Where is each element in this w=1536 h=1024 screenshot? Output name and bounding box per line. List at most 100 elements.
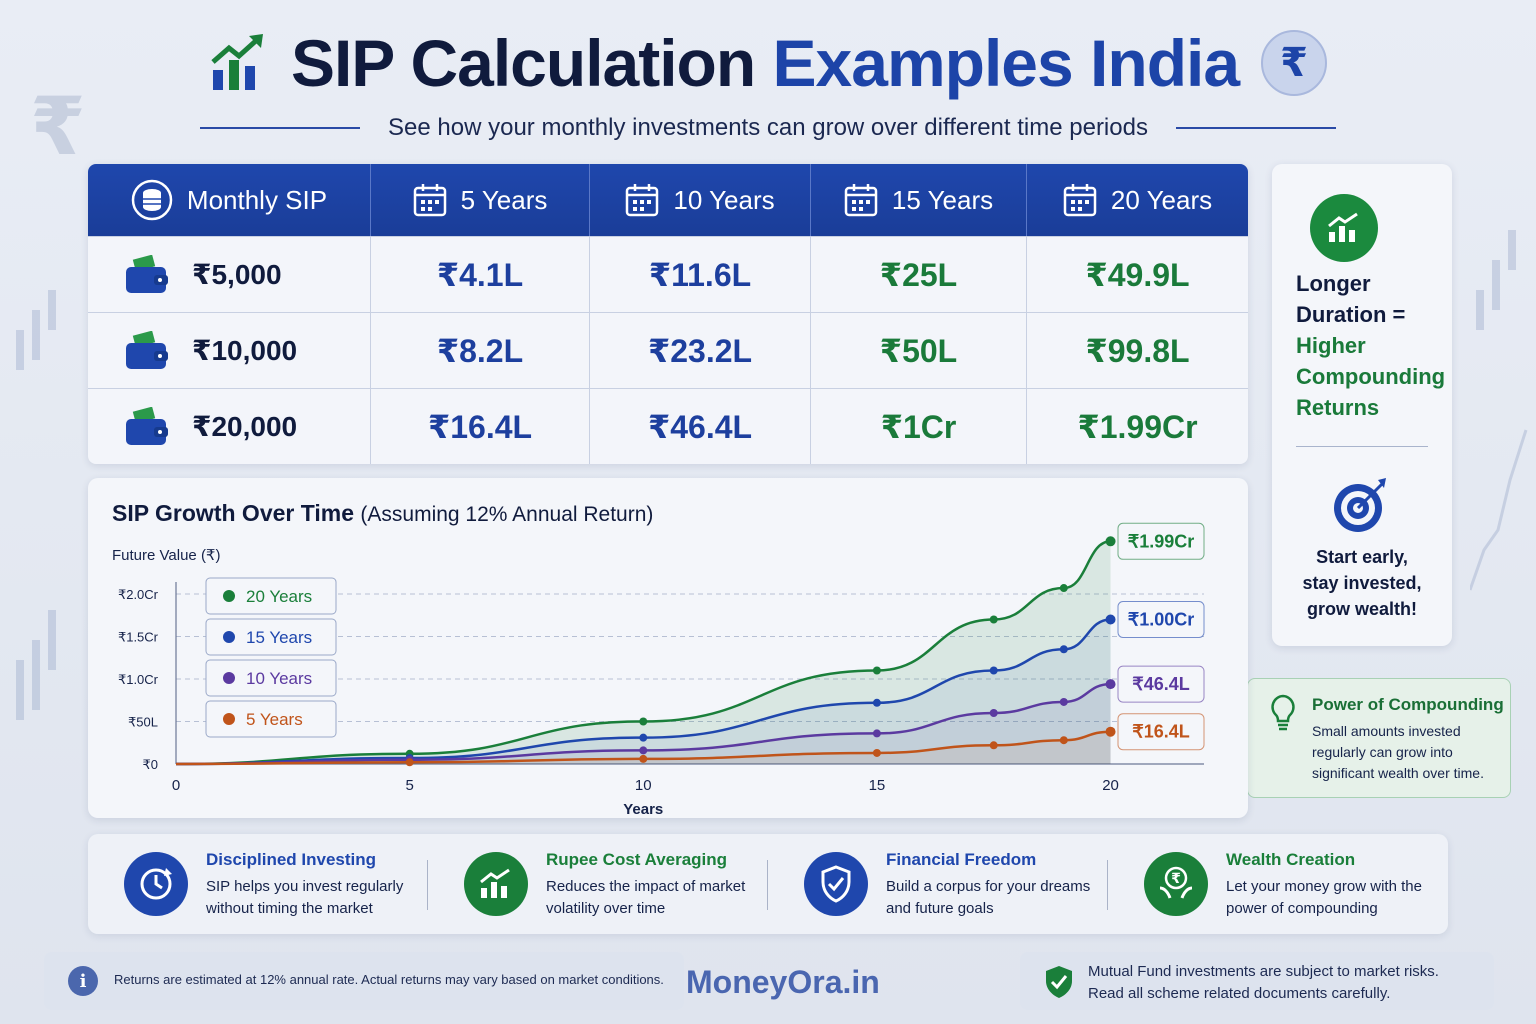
header: SIP Calculation Examples India ₹ <box>0 18 1536 108</box>
chart-canvas: ₹0 ₹50L ₹1.0Cr ₹1.5Cr ₹2.0Cr 0 5 10 15 20 Years ₹1.… <box>118 522 1205 818</box>
subtitle-divider-left <box>200 127 361 129</box>
data-point <box>1105 726 1116 737</box>
value-cell: ₹8.2L <box>371 313 590 388</box>
legend-box <box>205 659 337 697</box>
rupee-hands-icon: ₹ <box>1144 852 1208 916</box>
wallet-icon <box>126 406 168 445</box>
page-title: SIP Calculation Examples India <box>291 25 1241 101</box>
series-line <box>175 618 1111 766</box>
feature-title: Wealth Creation <box>1226 850 1356 869</box>
sip-table: Monthly SIP 5 Years 10 Years 15 Years 20… <box>88 164 1248 464</box>
feature-description: Build a corpus for your dreams and futur… <box>886 878 1091 917</box>
risk-box: Mutual Fund investments are subject to m… <box>1020 952 1494 1010</box>
table-row: ₹5,000 ₹4.1L ₹11.6L ₹25L ₹49.9L <box>88 236 1248 312</box>
series-area <box>176 619 1111 764</box>
data-point <box>989 666 998 675</box>
calendar-icon <box>1063 184 1097 217</box>
value-cell: ₹46.4L <box>590 389 811 464</box>
value-cell: ₹25L <box>811 237 1027 312</box>
end-label: ₹46.4L <box>1132 674 1189 694</box>
column-header-10-years: 10 Years <box>590 164 811 236</box>
divider <box>767 860 768 910</box>
data-point <box>1105 679 1116 690</box>
disclaimer-box: i Returns are estimated at 12% annual ra… <box>44 952 684 1010</box>
data-point <box>1059 697 1068 706</box>
clock-icon <box>124 852 188 916</box>
risk-text: Mutual Fund investments are subject to m… <box>1088 963 1439 1002</box>
coins-icon <box>131 179 173 221</box>
series-area <box>176 541 1111 764</box>
brand-logo[interactable]: MoneyOra.in <box>686 964 880 1000</box>
column-header-20-years: 20 Years <box>1027 164 1248 236</box>
shield-check-icon <box>1046 966 1072 998</box>
legend-box <box>205 577 337 615</box>
data-point <box>405 758 414 767</box>
legend-marker <box>223 713 235 725</box>
data-point <box>989 741 998 750</box>
data-point <box>639 746 648 755</box>
legend-marker <box>223 672 235 684</box>
shield-check-icon <box>804 852 868 916</box>
y-tick-label: ₹2.0Cr <box>118 587 159 602</box>
data-point <box>1059 645 1068 654</box>
sip-amount-cell: ₹5,000 <box>88 237 371 312</box>
table-row: ₹20,000 ₹16.4L ₹46.4L ₹1Cr ₹1.99Cr <box>88 388 1248 464</box>
x-tick-label: 20 <box>1102 777 1119 794</box>
legend-entry: 20 Years <box>246 587 312 606</box>
legend-box <box>205 700 337 738</box>
legend-marker <box>223 590 235 602</box>
compounding-body: Small amounts invested regularly can gro… <box>1312 723 1484 781</box>
subtitle-divider-right <box>1175 127 1336 129</box>
insight-text: Longer Duration = Higher Compounding Ret… <box>1296 271 1446 420</box>
title-accent: Examples India <box>772 26 1241 100</box>
legend-entry: 10 Years <box>246 669 312 688</box>
end-label: ₹1.00Cr <box>1128 610 1195 630</box>
calendar-icon <box>413 184 446 217</box>
feature-description: Let your money grow with the power of co… <box>1226 878 1422 917</box>
data-point <box>639 717 648 726</box>
sip-amount-cell: ₹20,000 <box>88 389 371 464</box>
x-tick-label: 10 <box>635 777 652 794</box>
data-point <box>989 615 998 624</box>
chart-title: SIP Growth Over Time (Assuming 12% Annua… <box>112 500 654 526</box>
column-header-monthly-sip: Monthly SIP <box>88 164 371 236</box>
background-candlestick-icon <box>16 290 56 720</box>
column-header-15-years: 15 Years <box>811 164 1027 236</box>
growth-chart-icon <box>464 852 528 916</box>
feature-description: Reduces the impact of market volatility … <box>546 878 746 917</box>
table-header: Monthly SIP 5 Years 10 Years 15 Years 20… <box>88 164 1248 236</box>
x-tick-label: 5 <box>405 777 413 794</box>
value-cell: ₹50L <box>811 313 1027 388</box>
divider <box>1107 860 1108 910</box>
target-icon <box>1334 478 1386 532</box>
feature-rupee-cost-averaging: Rupee Cost Averaging Reduces the impact … <box>428 834 768 934</box>
data-point <box>1059 736 1068 745</box>
x-axis-label: Years <box>623 801 663 818</box>
background-rupee-icon: ₹ <box>30 82 86 171</box>
series-area <box>176 684 1111 764</box>
end-label-box <box>1117 665 1205 703</box>
y-tick-label: ₹50L <box>128 715 158 730</box>
y-axis-label: Future Value (₹) <box>112 547 221 564</box>
value-cell: ₹16.4L <box>371 389 590 464</box>
divider <box>1296 446 1428 447</box>
features-strip: Disciplined Investing SIP helps you inve… <box>88 834 1448 934</box>
value-cell: ₹23.2L <box>590 313 811 388</box>
data-point <box>1105 536 1116 547</box>
end-label-box <box>1117 601 1205 638</box>
calendar-icon <box>844 184 878 217</box>
value-cell: ₹1Cr <box>811 389 1027 464</box>
data-point <box>989 709 998 717</box>
end-label: ₹16.4L <box>1132 722 1189 742</box>
compounding-card: Power of Compounding Small amounts inves… <box>1247 678 1511 798</box>
table-row: ₹10,000 ₹8.2L ₹23.2L ₹50L ₹99.8L <box>88 312 1248 388</box>
growth-chart: SIP Growth Over Time (Assuming 12% Annua… <box>88 478 1248 818</box>
column-header-5-years: 5 Years <box>371 164 590 236</box>
data-point <box>639 754 648 763</box>
legend-entry: 5 Years <box>246 710 303 729</box>
divider <box>427 860 428 910</box>
feature-financial-freedom: Financial Freedom Build a corpus for you… <box>768 834 1108 934</box>
wallet-icon <box>126 254 168 293</box>
disclaimer-text: Returns are estimated at 12% annual rate… <box>114 972 664 987</box>
data-point <box>639 733 648 742</box>
